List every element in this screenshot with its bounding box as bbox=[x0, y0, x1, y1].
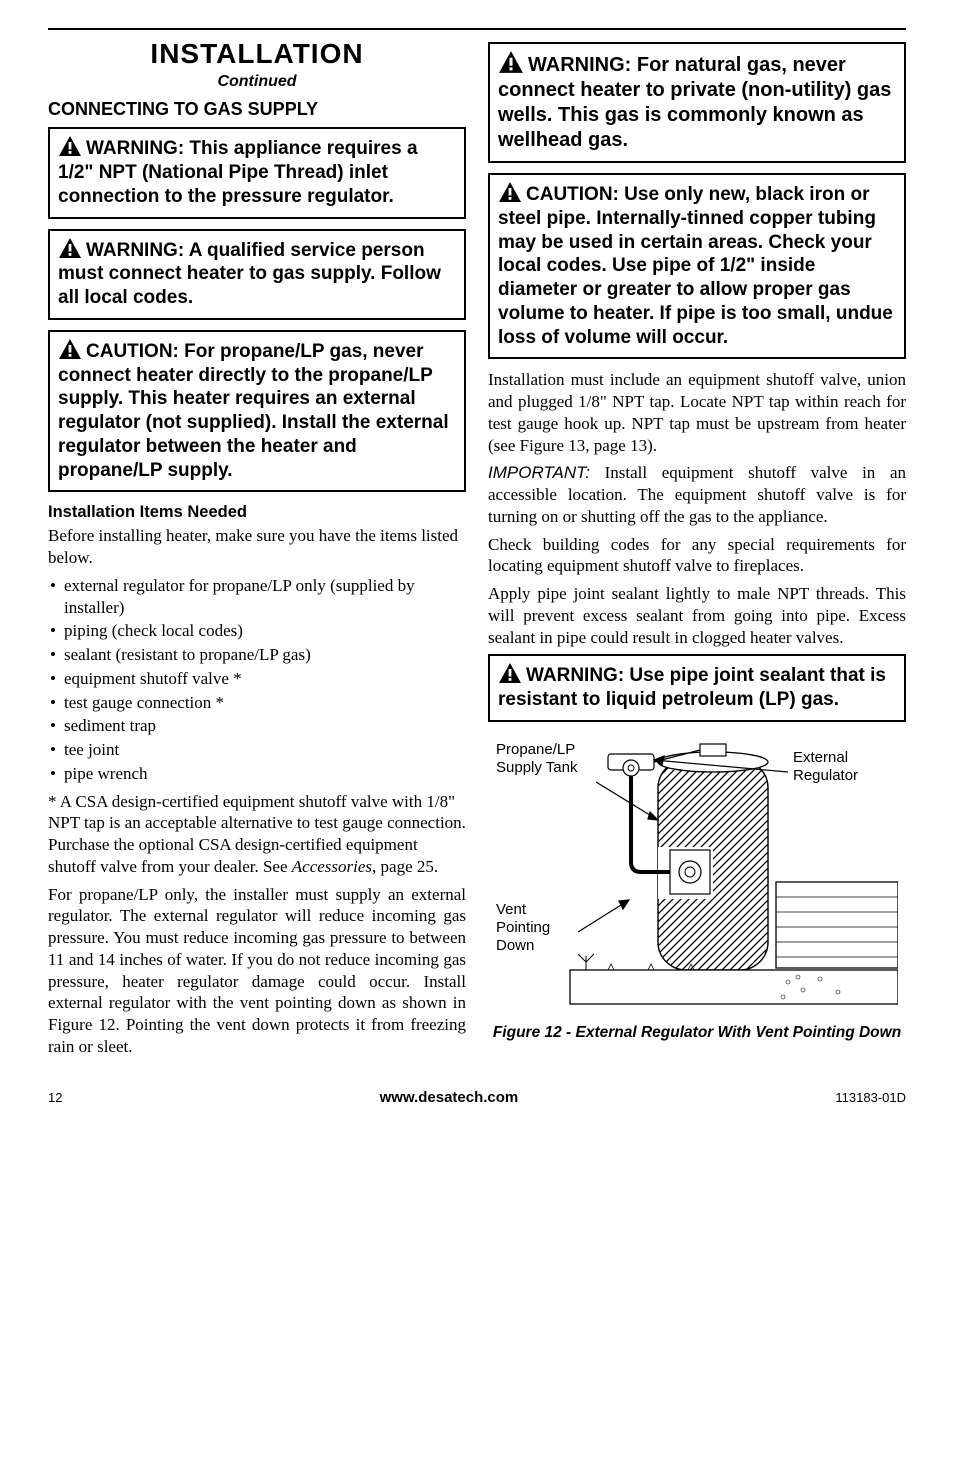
sealant-para: Apply pipe joint sealant lightly to male… bbox=[488, 583, 906, 648]
propane-installer-para: For propane/LP only, the installer must … bbox=[48, 884, 466, 1058]
figure-12: Propane/LP Supply Tank External Regulato… bbox=[488, 732, 906, 1042]
page-footer: 12 www.desatech.com 113183-01D bbox=[48, 1088, 906, 1107]
warning-text: WARNING: This appliance requires a 1/2" … bbox=[58, 138, 418, 207]
warning-box-natural-gas: WARNING: For natural gas, never connect … bbox=[488, 42, 906, 163]
items-intro: Before installing heater, make sure you … bbox=[48, 525, 466, 569]
label-vent-2: Pointing bbox=[496, 919, 550, 936]
label-tank: Propane/LP bbox=[496, 741, 575, 758]
label-vent-3: Down bbox=[496, 937, 534, 954]
connecting-subhead: CONNECTING TO GAS SUPPLY bbox=[48, 98, 466, 121]
two-column-layout: INSTALLATION Continued CONNECTING TO GAS… bbox=[48, 36, 906, 1064]
accessories-ref: Accessories bbox=[292, 857, 372, 876]
important-label: IMPORTANT: bbox=[488, 463, 590, 482]
section-title: INSTALLATION bbox=[48, 36, 466, 72]
supply-tank-shape bbox=[658, 744, 768, 970]
items-needed-head: Installation Items Needed bbox=[48, 502, 466, 523]
figure-12-caption: Figure 12 - External Regulator With Vent… bbox=[488, 1024, 906, 1043]
check-codes-para: Check building codes for any special req… bbox=[488, 534, 906, 578]
list-item: tee joint bbox=[48, 739, 466, 761]
install-must-include: Installation must include an equipment s… bbox=[488, 369, 906, 456]
list-item: pipe wrench bbox=[48, 763, 466, 785]
caution-text: CAUTION: Use only new, black iron or ste… bbox=[498, 184, 893, 348]
figure-12-svg: Propane/LP Supply Tank External Regulato… bbox=[488, 732, 898, 1012]
warning-icon bbox=[498, 662, 522, 684]
label-reg: External bbox=[793, 749, 848, 766]
warning-text: WARNING: A qualified service person must… bbox=[58, 240, 441, 309]
footer-url: www.desatech.com bbox=[380, 1088, 519, 1107]
warning-box-appliance: WARNING: This appliance requires a 1/2" … bbox=[48, 127, 466, 218]
important-para: IMPORTANT: Install equipment shutoff val… bbox=[488, 462, 906, 527]
page-number: 12 bbox=[48, 1090, 62, 1107]
warning-text: WARNING: For natural gas, never connect … bbox=[498, 54, 891, 151]
caution-box-propane: CAUTION: For propane/LP gas, never conne… bbox=[48, 330, 466, 493]
warning-icon bbox=[498, 181, 522, 203]
warning-box-qualified: WARNING: A qualified service person must… bbox=[48, 229, 466, 320]
continued-label: Continued bbox=[48, 72, 466, 92]
footnote-csa: * A CSA design-certified equipment shuto… bbox=[48, 791, 466, 878]
left-column: INSTALLATION Continued CONNECTING TO GAS… bbox=[48, 36, 466, 1064]
items-list: external regulator for propane/LP only (… bbox=[48, 575, 466, 785]
list-item: equipment shutoff valve * bbox=[48, 668, 466, 690]
warning-icon bbox=[498, 50, 524, 74]
page-rule: INSTALLATION Continued CONNECTING TO GAS… bbox=[48, 28, 906, 1064]
warning-icon bbox=[58, 135, 82, 157]
warning-box-sealant: WARNING: Use pipe joint sealant that is … bbox=[488, 654, 906, 722]
caution-text: CAUTION: For propane/LP gas, never conne… bbox=[58, 341, 449, 481]
doc-id: 113183-01D bbox=[835, 1090, 906, 1107]
label-vent: Vent bbox=[496, 901, 527, 918]
list-item: sealant (resistant to propane/LP gas) bbox=[48, 644, 466, 666]
label-tank-2: Supply Tank bbox=[496, 759, 578, 776]
list-item: piping (check local codes) bbox=[48, 620, 466, 642]
warning-icon bbox=[58, 237, 82, 259]
list-item: test gauge connection * bbox=[48, 692, 466, 714]
list-item: sediment trap bbox=[48, 715, 466, 737]
list-item: external regulator for propane/LP only (… bbox=[48, 575, 466, 619]
warning-icon bbox=[58, 338, 82, 360]
caution-box-pipe: CAUTION: Use only new, black iron or ste… bbox=[488, 173, 906, 359]
right-column: WARNING: For natural gas, never connect … bbox=[488, 36, 906, 1064]
warning-text: WARNING: Use pipe joint sealant that is … bbox=[498, 665, 886, 710]
footnote-text-c: , page 25. bbox=[372, 857, 438, 876]
label-reg-2: Regulator bbox=[793, 767, 858, 784]
